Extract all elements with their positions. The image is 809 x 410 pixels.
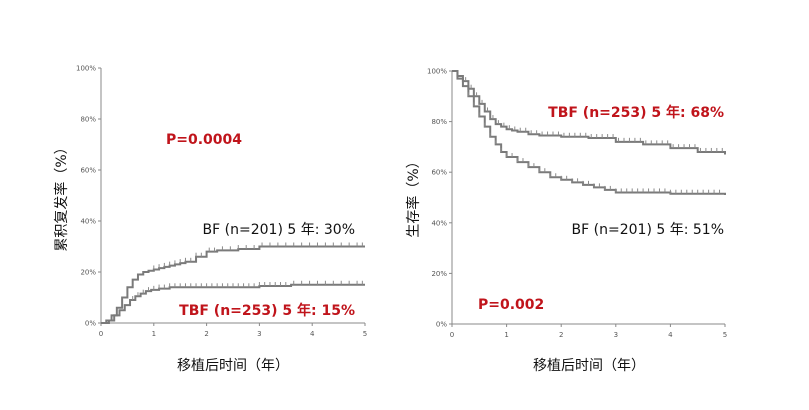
left-ytick-label: 20% [80, 269, 96, 277]
right-bf-curve [452, 70, 726, 195]
left-chart: 0% 20% 40% 60% 80% 100% 0 1 2 3 4 5 累积复发率（%） 移植后时间… [53, 65, 367, 375]
left-x-axis-title: 移植后时间（年） [177, 358, 289, 374]
left-tbf-label: TBF (n=253) 5 年: 15% [179, 302, 355, 319]
left-xtick-label: 5 [363, 330, 367, 338]
left-xtick-label: 2 [204, 330, 208, 338]
left-xtick-label: 1 [152, 330, 156, 338]
right-ytick-label: 20% [431, 270, 447, 278]
right-y-axis-title: 生存率（%） [405, 154, 422, 237]
right-xtick-label: 2 [559, 331, 563, 339]
right-xtick-label: 1 [504, 331, 508, 339]
left-xtick-label: 4 [310, 330, 315, 338]
left-xtick-label: 3 [257, 330, 261, 338]
left-ytick-label: 40% [80, 218, 96, 226]
left-ytick-label: 100% [76, 65, 96, 73]
right-ytick-label: 40% [431, 219, 447, 227]
right-pvalue-label: P=0.002 [478, 297, 544, 313]
right-y-ticks: 0% 20% 40% 60% 80% 100% [427, 68, 452, 329]
left-curves [101, 242, 365, 324]
right-xtick-label: 4 [668, 331, 673, 339]
right-ytick-label: 0% [436, 321, 447, 329]
right-bf-label: BF (n=201) 5 年: 51% [572, 222, 724, 238]
left-pvalue-label: P=0.0004 [166, 132, 242, 148]
right-tbf-label: TBF (n=253) 5 年: 68% [548, 104, 724, 121]
left-y-ticks: 0% 20% 40% 60% 80% 100% [76, 65, 101, 328]
left-ytick-label: 60% [80, 167, 96, 175]
right-x-ticks: 0 1 2 3 4 5 [450, 324, 727, 339]
left-x-ticks: 0 1 2 3 4 5 [99, 323, 367, 338]
right-tbf-curve [452, 70, 726, 155]
right-xtick-label: 0 [450, 331, 454, 339]
right-ytick-label: 60% [431, 169, 447, 177]
left-ytick-label: 80% [80, 116, 96, 124]
right-curves [452, 70, 726, 195]
right-x-axis-title: 移植后时间（年） [533, 358, 645, 374]
right-xtick-label: 5 [723, 331, 727, 339]
right-ytick-label: 100% [427, 68, 447, 76]
left-bf-label: BF (n=201) 5 年: 30% [203, 222, 355, 238]
left-tbf-curve [101, 283, 365, 324]
right-chart: 0% 20% 40% 60% 80% 100% 0 1 2 3 4 5 生存率（%） 移植后时间（年… [405, 68, 727, 375]
left-xtick-label: 0 [99, 330, 103, 338]
left-y-axis-title: 累积复发率（%） [53, 140, 70, 251]
left-bf-curve [101, 245, 365, 324]
right-ytick-label: 80% [431, 118, 447, 126]
right-xtick-label: 3 [614, 331, 618, 339]
left-ytick-label: 0% [85, 320, 96, 328]
